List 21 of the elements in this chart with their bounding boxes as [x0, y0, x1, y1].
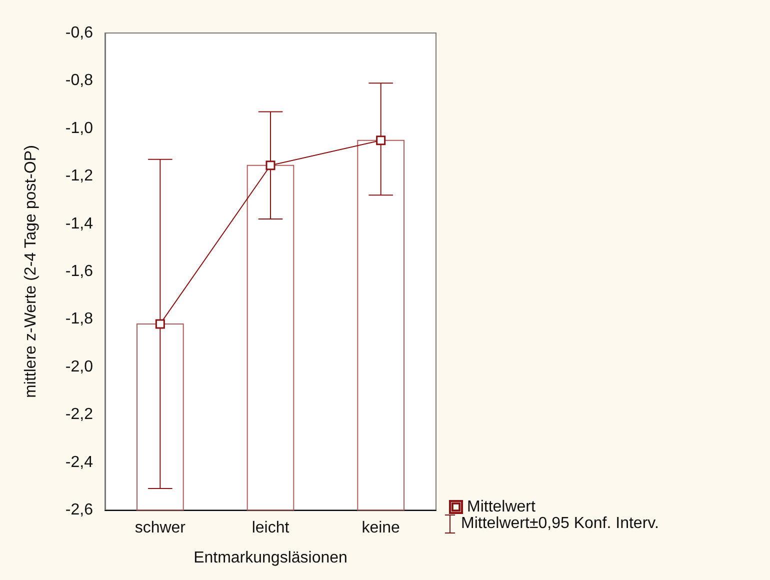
- y-tick-label: -1,2: [65, 168, 94, 185]
- x-tick-label: schwer: [134, 520, 186, 536]
- x-axis-title: Entmarkungsläsionen: [194, 550, 348, 566]
- x-tick-label: keine: [362, 520, 400, 536]
- x-tick-label: leicht: [252, 520, 290, 536]
- y-tick-label: -1,4: [65, 215, 94, 232]
- y-tick-label: -2,6: [65, 502, 94, 518]
- y-tick-label: -0,6: [65, 24, 94, 42]
- y-axis-title: mittlere z-Werte (2-4 Tage post-OP): [22, 145, 40, 398]
- y-tick-label: -1,6: [65, 263, 94, 280]
- y-tick-label: -2,2: [65, 406, 94, 424]
- y-tick-label: -1,0: [65, 120, 94, 137]
- legend-label: Mittelwert: [467, 498, 536, 516]
- y-tick-label: -2,0: [65, 358, 94, 376]
- point: [155, 319, 165, 329]
- point: [266, 160, 276, 170]
- y-tick-label: -0,8: [65, 72, 94, 90]
- y-tick-label: -1,8: [65, 310, 94, 328]
- text: Mittelwert±0,95 Konf. Interv.: [461, 515, 659, 533]
- y-tick-label: -2,4: [65, 454, 94, 471]
- point: [376, 136, 386, 146]
